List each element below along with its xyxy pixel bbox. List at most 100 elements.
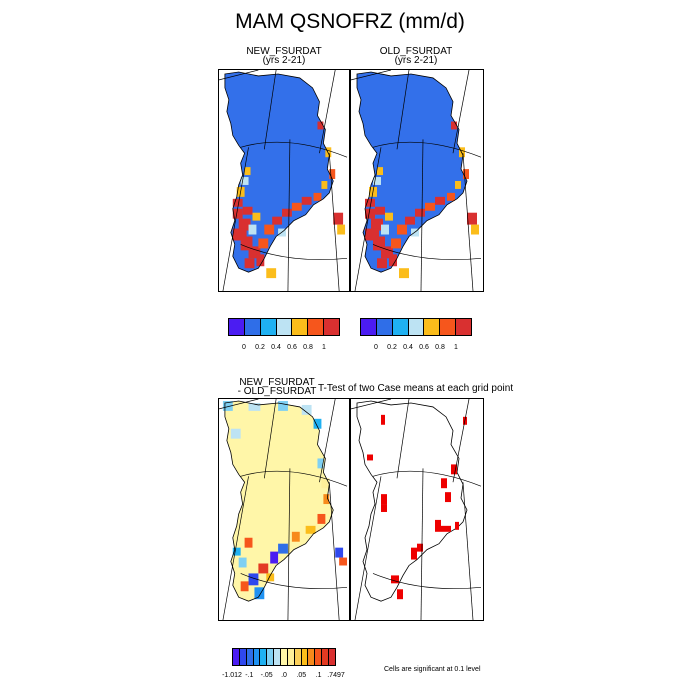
grid-cell [435,196,445,205]
grid-cell [282,208,292,217]
grid-cell [238,557,247,568]
colorbar-box [228,318,245,336]
significant-cell [441,525,451,532]
grid-cell [335,547,344,558]
grid-cell [232,228,247,241]
grid-cell [391,238,401,249]
colorbar-tick-label: .1 [315,672,322,679]
grid-cell [301,196,312,205]
difference-field [224,400,334,602]
grid-cell [242,206,253,215]
colorbar-box [275,318,293,336]
colorbar-tick-label: 1 [454,344,458,351]
significant-cell [451,464,457,475]
grid-cell [381,246,393,259]
colorbar-box [328,648,336,666]
map-panel-new [218,69,350,292]
significant-cell [381,494,387,505]
colorbar-tick-label: 0 [242,344,246,351]
significant-cell [397,589,403,600]
colorbar-tick-label: .7497 [327,672,345,679]
grid-cell [232,208,243,219]
significant-cell [381,504,387,512]
grid-cell [258,563,269,574]
grid-cell [317,513,326,524]
grid-cell [244,167,251,176]
grid-cell [240,236,253,251]
colorbar-old [360,318,473,336]
grid-cell [278,543,288,554]
significant-cell [435,519,441,532]
panel-title-diff-line2: - OLD_FSURDAT [237,386,317,397]
grid-cell [399,268,409,279]
lat-lon-gridlines [351,70,482,291]
colorbar-tick-label: 0.4 [403,344,413,351]
grid-cell [365,198,375,207]
colorbar-tick-label: -.1 [245,672,254,679]
grid-cell [365,208,375,219]
lat-lon-gridlines [219,399,348,620]
grid-cell [455,180,461,189]
grid-cell [425,202,435,211]
map-svg [351,70,482,291]
significant-cell [441,478,447,489]
grid-cell [377,258,387,269]
colorbar-box [307,318,325,336]
colorbar-tick-label: .0 [281,672,287,679]
grid-cell [248,224,257,235]
colorbar-new-ticks: 0 0.2 0.4 0.6 0.8 1 [228,344,340,354]
panel-title-new-name: NEW_FSURDAT [246,46,322,57]
grid-cell [339,557,348,566]
lat-lon-gridlines [219,70,348,291]
grid-cell [365,228,379,241]
panel-title-diff-line1: NEW_FSURDAT [239,377,315,388]
grid-cell [321,478,330,489]
grid-cell [230,428,241,439]
grid-cell [264,224,275,235]
significant-cell [455,521,459,530]
colorbar-tick-label: 0.2 [255,344,265,351]
grid-cell [301,404,312,415]
panel-title-diff: NEW_FSURDAT - OLD_FSURDAT [222,377,332,397]
colorbar-tick-label: 0.4 [271,344,281,351]
grid-cell [371,218,383,231]
significant-cell [381,414,385,425]
panel-title-ttest: T-Test of two Case means at each grid po… [318,383,514,394]
colorbar-box [391,318,409,336]
colorbar-old-ticks: 0 0.2 0.4 0.6 0.8 1 [360,344,472,354]
colorbar-box [323,318,341,336]
colorbar-box [259,318,277,336]
colorbar-tick-label: 0.8 [435,344,445,351]
colorbar-tick-label: 0 [374,344,378,351]
grid-cell [333,212,344,225]
grid-cell [459,147,465,158]
colorbar-diff-ticks: -1.012 -.1 -.05 .0 .05 .1 .7497 [222,672,345,682]
grid-cell [305,525,316,534]
significant-cell [417,543,423,552]
grid-cell [248,402,261,411]
grid-cell [313,418,322,429]
colorbar-box [243,318,261,336]
colorbar-tick-label: 0.2 [387,344,397,351]
grid-cell [248,573,259,586]
map-svg [219,70,348,291]
grid-cell [325,147,332,158]
grid-cell [397,224,407,235]
grid-cell [447,192,455,201]
panel-title-new-years: (yrs 2-21) [262,55,306,66]
grid-cell [270,551,279,564]
grid-cell [252,212,261,221]
grid-cell [291,531,300,542]
grid-cell [375,206,385,215]
map-panel-ttest [350,398,484,621]
significant-cell [411,547,417,560]
grid-cell [232,547,241,556]
grid-cell [405,216,415,225]
colorbar-box [375,318,393,336]
grid-cell [467,212,477,225]
grid-cell [377,167,383,176]
grid-cell [385,212,393,221]
grid-cell [323,494,330,505]
map-svg [351,399,482,620]
grid-cell [248,246,261,259]
